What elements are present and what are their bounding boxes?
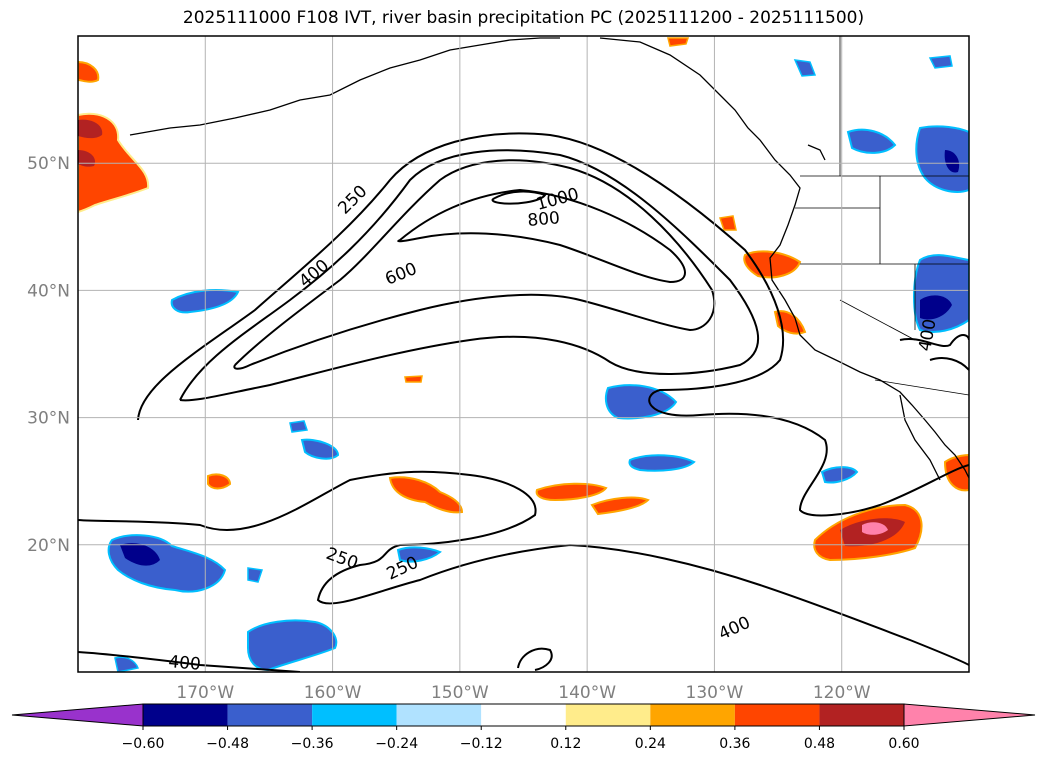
lon-tick-label: 160°W: [304, 683, 362, 703]
precip-blob-o3: [590, 496, 650, 516]
colorbar-tick-label: 0.36: [719, 736, 750, 752]
precip-blob-o2: [535, 482, 608, 502]
precip-blob-sw3: [114, 656, 140, 672]
precip-blob-o4: [207, 473, 232, 490]
precip-blob-e10: [943, 453, 969, 492]
contour-label-800: 800: [527, 208, 561, 231]
precip-blob-e5: [928, 55, 953, 69]
contour-label-250-b: 250: [323, 544, 360, 574]
precip-blob-c2: [300, 438, 340, 460]
precip-blob-e4-core: [920, 295, 952, 320]
precip-blob-e3-core: [944, 150, 960, 173]
precip-blob-e3: [915, 125, 969, 193]
lat-tick-label: 50°N: [27, 154, 70, 174]
colorbar-tick-label: −0.60: [122, 736, 165, 752]
precip-blob-sw5: [396, 546, 442, 563]
colorbar-swatch: [734, 704, 820, 726]
colorbar-swatch: [143, 704, 228, 726]
lat-tick-label: 30°N: [27, 409, 70, 429]
precip-blob-top: [667, 37, 690, 47]
precip-blob-c5: [628, 454, 696, 472]
colorbar-tick-label: 0.48: [804, 736, 835, 752]
precip-blob-e2: [846, 128, 897, 154]
ivt-contour-400-east: [899, 334, 969, 348]
colorbar-swatch: [650, 704, 735, 726]
map-frame: [77, 35, 970, 673]
colorbar-swatch: [481, 704, 566, 726]
contour-label-600: 600: [382, 259, 420, 290]
ivt-contour-400-north: [179, 149, 759, 402]
precip-blob-e9-peak: [862, 522, 888, 535]
precip-blob-sw4: [247, 567, 263, 583]
ivt-contour-400-east2: [929, 357, 969, 371]
ivt-contour-1000: [491, 190, 547, 205]
contour-label-400-b: 400: [915, 317, 940, 352]
ivt-contour-250-north: [137, 132, 969, 517]
colorbar-tick-label: −0.36: [291, 736, 334, 752]
lon-tick-label: 170°W: [176, 683, 234, 703]
coastline: [129, 37, 969, 481]
colorbar-swatch: [227, 704, 313, 726]
chart-title: 2025111000 F108 IVT, river basin precipi…: [182, 8, 865, 28]
contour-label-400-d: 400: [716, 613, 754, 645]
colorbar-swatch: [312, 704, 397, 726]
political-borders: [795, 36, 969, 396]
colorbar-tick-label: −0.24: [375, 736, 418, 752]
axis-tick-labels: 170°W 160°W 150°W 140°W 130°W 120°W 20°N 30°N 40…: [27, 154, 871, 703]
lon-tick-label: 150°W: [431, 683, 489, 703]
lon-tick-label: 130°W: [686, 683, 744, 703]
lon-tick-label: 120°W: [813, 683, 871, 703]
contour-labels: 250 400 600 800 1000 400 250 250 400 400: [168, 181, 941, 674]
colorbar-swatch: [396, 704, 482, 726]
colorbar-tick-label: 0.24: [635, 736, 666, 752]
lat-tick-label: 40°N: [27, 281, 70, 301]
colorbar-extend-high: [903, 703, 1036, 727]
colorbar-extend-low: [11, 703, 144, 727]
contour-label-400-a: 400: [295, 256, 333, 292]
colorbar-swatch: [565, 704, 651, 726]
ivt-contour-400-south: [78, 651, 301, 672]
precip-blob-nw: [78, 60, 100, 83]
colorbar-swatch: [819, 704, 904, 726]
lat-tick-label: 20°N: [27, 536, 70, 556]
lon-tick-label: 140°W: [558, 683, 616, 703]
precip-blob-c6: [820, 466, 859, 484]
colorbar-tick-label: 0.60: [888, 736, 919, 752]
precip-blob-o1: [388, 476, 464, 514]
colorbar-tick-label: −0.12: [460, 736, 503, 752]
precip-blob-e8: [719, 215, 737, 231]
precip-blob-c3: [289, 420, 308, 433]
colorbar-tick-label: −0.48: [206, 736, 249, 752]
precip-blob-sw2: [247, 619, 338, 672]
colorbar: −0.60 −0.48 −0.36 −0.24 −0.12 0.12 0.24 0.36 0.4…: [11, 703, 1036, 752]
precip-blob-west-core2: [78, 150, 96, 167]
colorbar-tick-label: 0.12: [550, 736, 581, 752]
precip-blob-o5: [404, 375, 423, 383]
contour-label-400-c: 400: [168, 652, 202, 675]
precip-blob-sw1-core: [120, 543, 160, 566]
ivt-contour-800: [397, 188, 686, 284]
ivt-contour-250-south: [78, 470, 969, 666]
ivt-contour-250-small: [517, 647, 553, 671]
contour-label-250-a: 250: [334, 181, 371, 218]
precip-blob-e1: [793, 59, 817, 77]
gridlines: [78, 36, 969, 672]
colorbar-outline: [142, 703, 905, 727]
ivt-contours: [78, 132, 969, 672]
precip-blob-west-core: [78, 119, 103, 139]
